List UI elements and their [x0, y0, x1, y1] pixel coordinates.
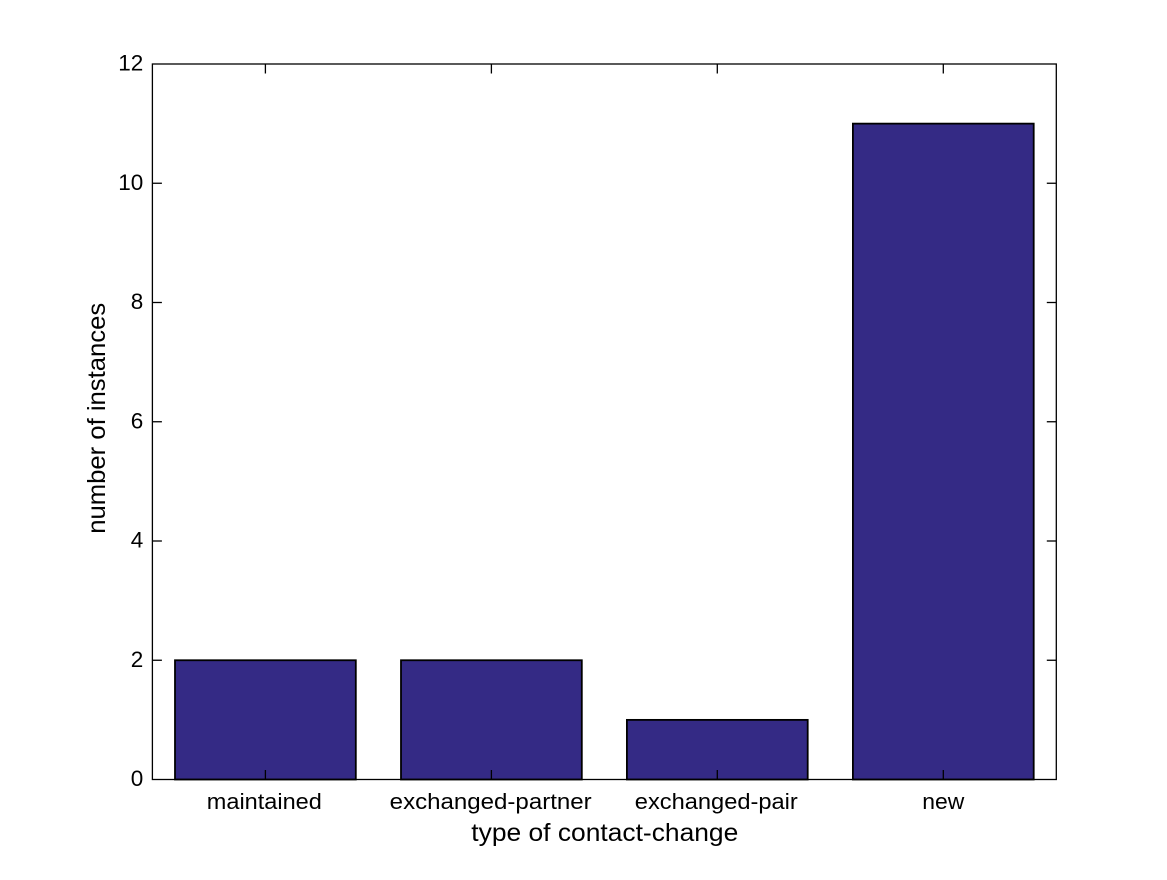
- svg-text:new: new: [922, 789, 965, 814]
- svg-text:exchanged-partner: exchanged-partner: [390, 789, 593, 814]
- svg-text:2: 2: [131, 647, 144, 672]
- svg-text:maintained: maintained: [207, 789, 322, 814]
- svg-text:0: 0: [131, 766, 144, 791]
- svg-text:4: 4: [131, 528, 144, 553]
- svg-text:10: 10: [118, 170, 143, 195]
- svg-text:8: 8: [131, 289, 144, 314]
- svg-text:6: 6: [131, 408, 144, 433]
- svg-text:exchanged-pair: exchanged-pair: [635, 789, 799, 814]
- svg-text:12: 12: [118, 51, 143, 76]
- svg-text:type of contact-change: type of contact-change: [471, 819, 738, 847]
- svg-text:number of instances: number of instances: [83, 303, 111, 534]
